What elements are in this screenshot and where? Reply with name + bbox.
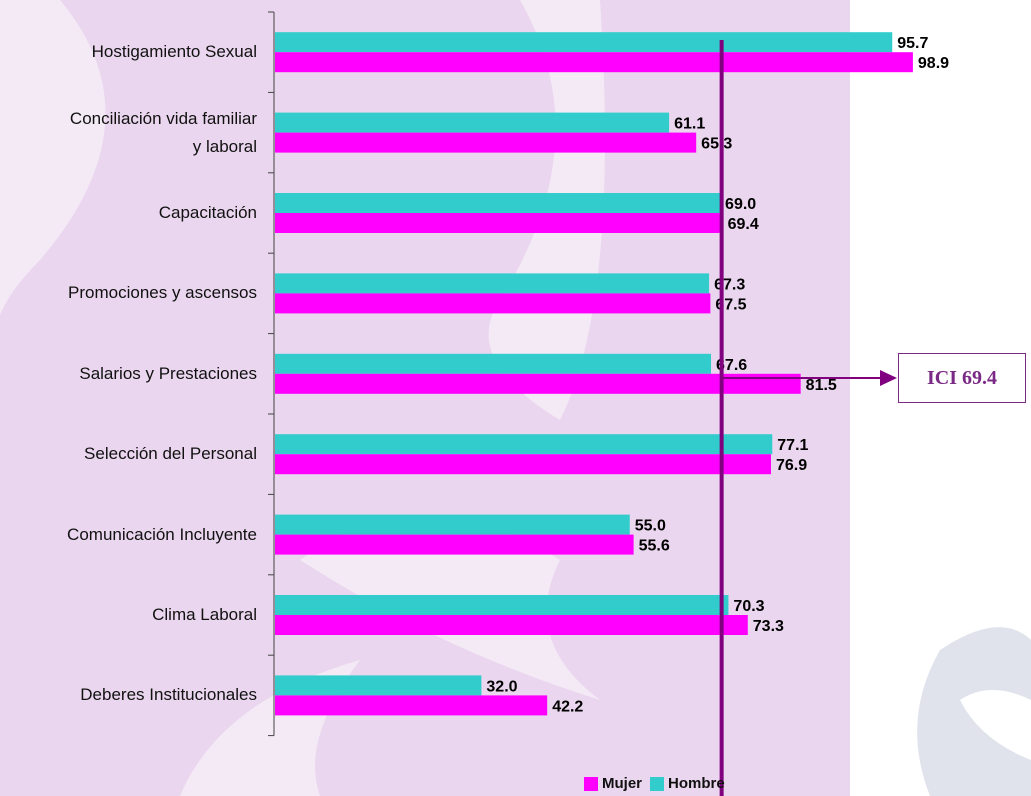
data-label-mujer: 98.9 xyxy=(918,55,949,72)
bar-mujer xyxy=(275,132,697,153)
bar-mujer xyxy=(275,454,772,475)
category-label: Promociones y ascensos xyxy=(0,279,257,307)
value-labels: 95.798.961.165.369.069.467.367.567.681.5… xyxy=(486,35,949,715)
legend-item-mujer: Mujer xyxy=(584,775,642,792)
data-label-mujer: 81.5 xyxy=(806,377,837,394)
bar-mujer xyxy=(275,534,634,555)
category-label: Deberes Institucionales xyxy=(0,681,257,709)
legend-label-mujer: Mujer xyxy=(602,775,643,792)
bar-mujer xyxy=(275,615,748,635)
bar-mujer xyxy=(275,52,913,73)
category-label-line: y laboral xyxy=(192,136,257,156)
data-label-hombre: 95.7 xyxy=(897,35,928,52)
bar-hombre xyxy=(275,273,710,294)
bar-hombre xyxy=(275,434,773,455)
category-label: Selección del Personal xyxy=(0,440,257,468)
category-label-line: Clima Laboral xyxy=(152,605,257,624)
category-label: Capacitación xyxy=(0,199,257,227)
category-label-line: Promociones y ascensos xyxy=(68,283,257,303)
bar-hombre xyxy=(275,353,712,374)
category-label-line: Hostigamiento Sexual xyxy=(91,42,257,62)
y-axis xyxy=(268,11,275,737)
category-label-line: Deberes Institucionales xyxy=(80,685,257,705)
bar-hombre xyxy=(275,193,721,213)
data-label-hombre: 67.6 xyxy=(716,357,747,374)
data-label-hombre: 67.3 xyxy=(714,276,745,293)
reference-line-group xyxy=(719,40,897,796)
data-label-mujer: 65.3 xyxy=(701,136,732,153)
category-label-line: Salarios y Prestaciones xyxy=(79,363,257,383)
data-label-hombre: 61.1 xyxy=(674,116,705,133)
bars xyxy=(275,32,913,716)
bar-hombre xyxy=(275,112,670,133)
bar-hombre xyxy=(275,32,893,53)
bar-hombre xyxy=(275,675,482,696)
bar-mujer xyxy=(275,213,723,233)
category-label: Clima Laboral xyxy=(0,601,257,629)
category-label: Hostigamiento Sexual xyxy=(0,38,257,66)
category-label: Conciliación vida familiar y laboral xyxy=(0,105,257,161)
data-label-mujer: 55.6 xyxy=(639,538,670,555)
data-label-hombre: 77.1 xyxy=(777,437,808,454)
legend-item-hombre: Hombre xyxy=(650,775,725,792)
data-label-mujer: 73.3 xyxy=(753,618,784,635)
bar-hombre xyxy=(275,514,630,535)
category-label-line: Conciliación vida familiar xyxy=(69,108,257,128)
category-label-line: Comunicación Incluyente xyxy=(67,524,257,544)
legend-swatch-mujer xyxy=(584,776,598,791)
data-label-hombre: 55.0 xyxy=(635,518,666,535)
legend-label-hombre: Hombre xyxy=(668,775,725,792)
category-label: Salarios y Prestaciones xyxy=(0,360,257,388)
data-label-hombre: 32.0 xyxy=(486,678,517,695)
category-label-line: Selección del Personal xyxy=(84,444,257,464)
bar-mujer xyxy=(275,293,711,314)
bar-mujer xyxy=(275,373,801,394)
bar-mujer xyxy=(275,695,548,716)
ici-callout-box: ICI 69.4 xyxy=(898,353,1026,403)
data-label-mujer: 76.9 xyxy=(776,457,807,474)
category-label-line: Capacitación xyxy=(158,203,257,222)
legend-swatch-hombre xyxy=(650,776,665,791)
category-label: Comunicación Incluyente xyxy=(0,521,257,549)
legend: Mujer Hombre xyxy=(584,775,733,792)
reference-arrow-head xyxy=(880,370,897,386)
data-label-mujer: 69.4 xyxy=(728,216,759,233)
data-label-hombre: 70.3 xyxy=(733,598,764,615)
ici-callout-label: ICI 69.4 xyxy=(926,366,997,389)
data-label-hombre: 69.0 xyxy=(725,196,756,213)
bar-hombre xyxy=(275,595,729,615)
data-label-mujer: 42.2 xyxy=(552,698,583,715)
